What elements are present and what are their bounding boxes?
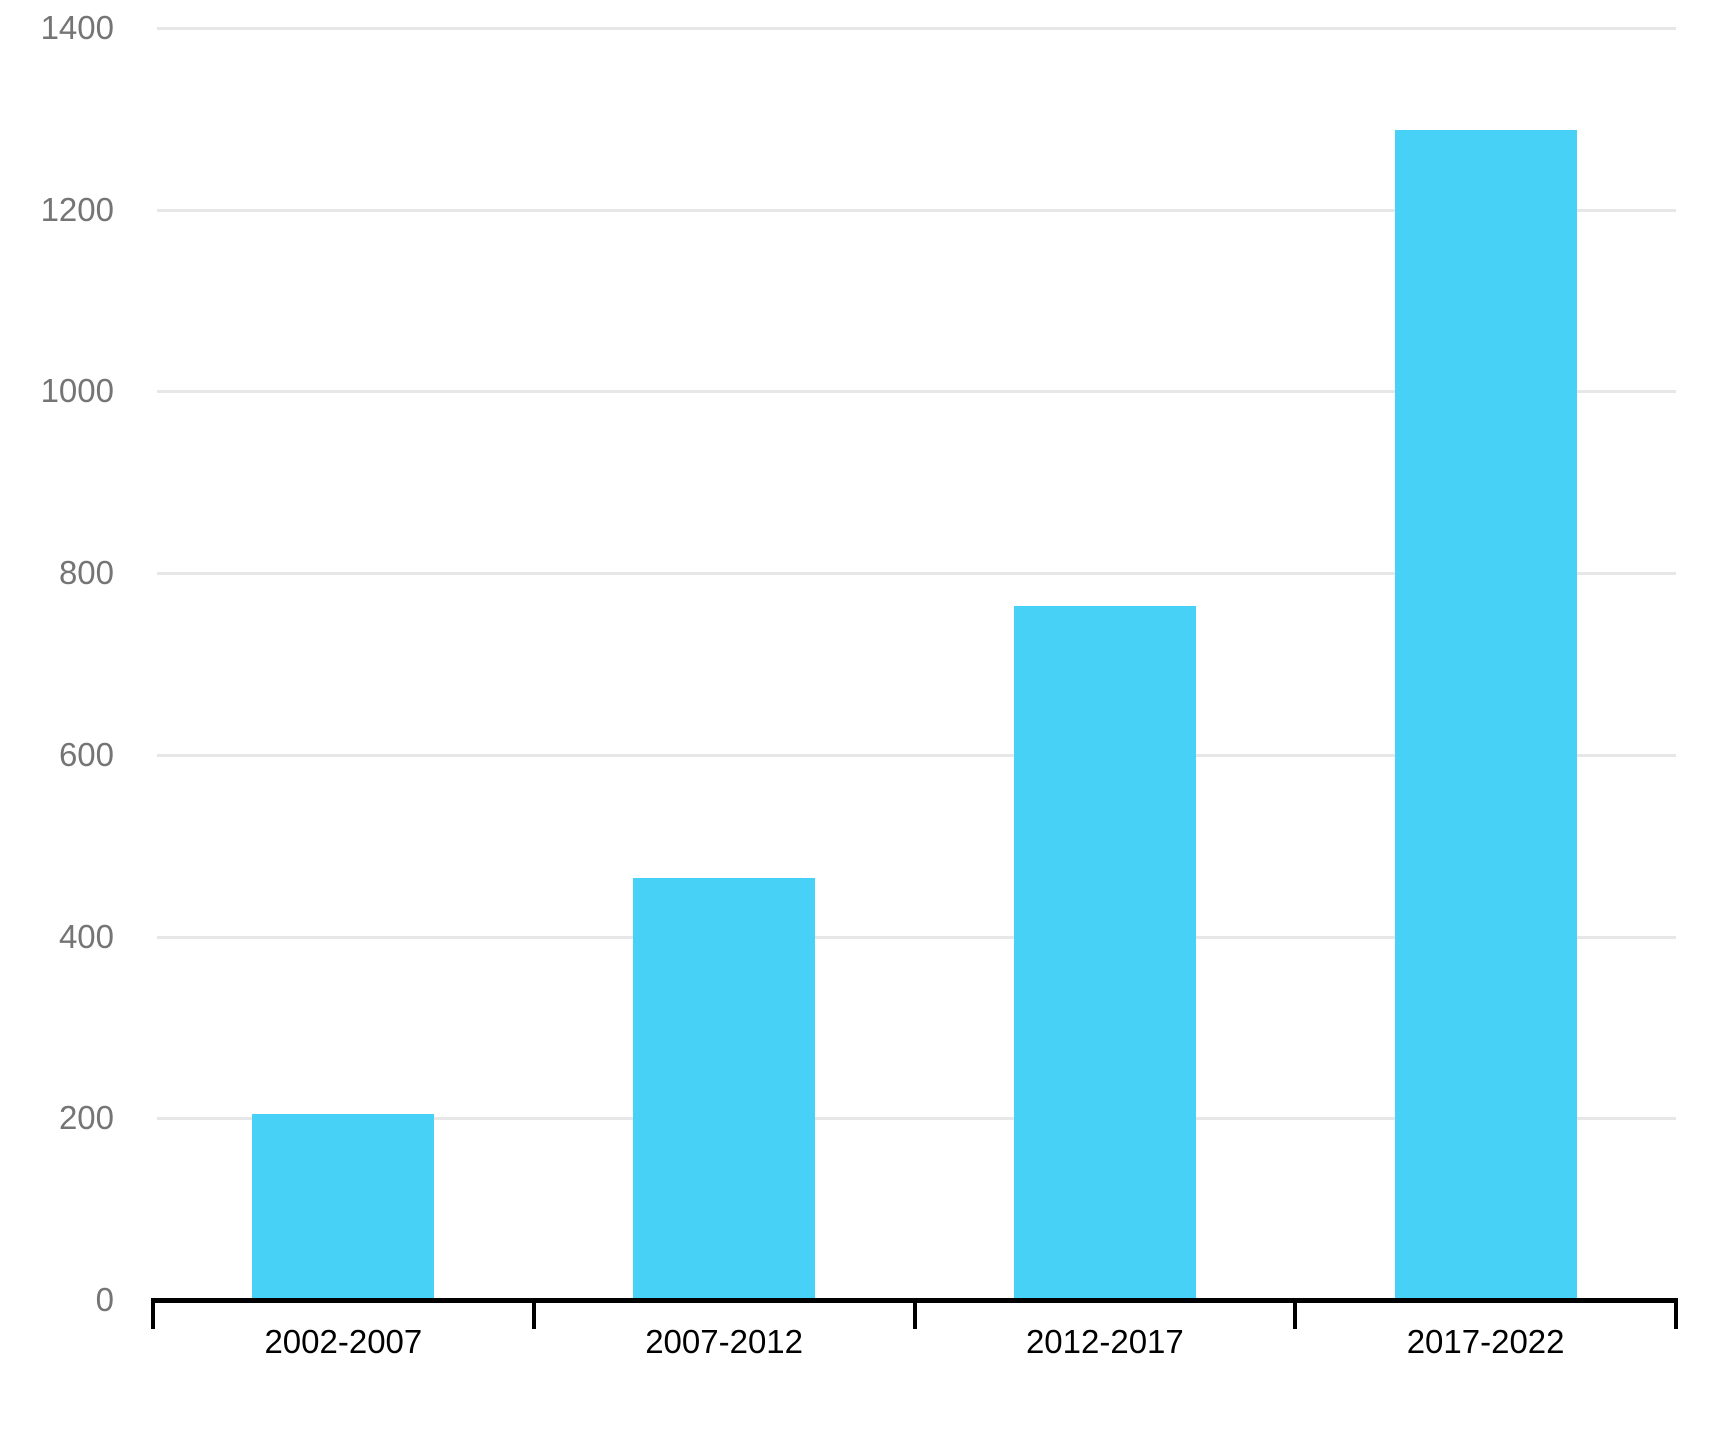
y-gridline <box>157 27 1676 30</box>
x-axis-tick-mark <box>151 1298 155 1329</box>
y-gridline <box>157 390 1676 394</box>
y-gridline <box>157 208 1676 212</box>
x-axis-category-label: 2012-2017 <box>1025 1323 1184 1360</box>
x-axis-category-label: 2017-2022 <box>1406 1323 1565 1360</box>
y-gridline <box>157 935 1676 939</box>
y-axis-tick-label: 1400 <box>40 9 114 46</box>
x-axis-category-label: 2002-2007 <box>264 1323 423 1360</box>
bar-2012-2017 <box>1013 605 1196 1298</box>
x-axis-tick-mark <box>1293 1298 1298 1329</box>
x-axis-tick-mark <box>1674 1298 1678 1329</box>
bar-2017-2022 <box>1394 130 1577 1298</box>
x-axis-tick-mark <box>531 1298 536 1329</box>
y-gridline <box>157 753 1676 757</box>
x-axis-category-label: 2007-2012 <box>645 1323 804 1360</box>
y-axis-tick-label: 400 <box>58 917 114 955</box>
y-axis-tick-label: 0 <box>95 1281 114 1318</box>
x-axis-tick-mark <box>912 1298 917 1329</box>
y-axis-tick-label: 200 <box>58 1099 114 1137</box>
bar-2007-2012 <box>633 878 816 1298</box>
y-axis-tick-label: 1200 <box>40 190 114 228</box>
y-gridline <box>157 1117 1676 1121</box>
y-axis-tick-label: 1000 <box>40 372 114 410</box>
y-gridline <box>157 572 1676 576</box>
bar-2002-2007 <box>252 1114 435 1298</box>
y-axis-tick-label: 600 <box>58 735 114 773</box>
y-axis-tick-label: 800 <box>58 554 114 592</box>
